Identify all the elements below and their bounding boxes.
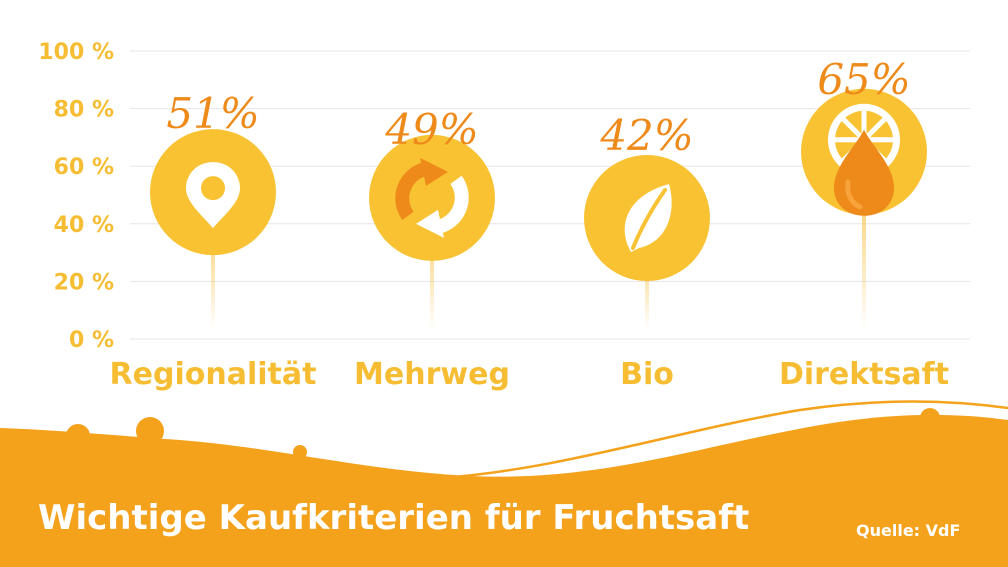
orange-juice-drop-icon <box>828 103 900 216</box>
bar-stem <box>862 151 866 329</box>
leaf-icon <box>624 184 672 253</box>
y-tick-label: 100 % <box>38 40 114 65</box>
y-axis: 0 % 20 % 40 % 60 % 80 % 100 % <box>38 40 114 353</box>
data-label: 65% <box>817 55 910 104</box>
category-label: Bio <box>620 357 674 392</box>
category-label: Regionalität <box>110 357 317 392</box>
source-label: Quelle: VdF <box>856 521 961 540</box>
recycle-arrows-icon <box>395 157 469 238</box>
y-tick-label: 20 % <box>54 270 114 295</box>
y-tick-label: 40 % <box>54 213 114 238</box>
y-tick-label: 60 % <box>54 155 114 180</box>
juice-wave-decoration <box>0 400 1008 567</box>
bar-stem <box>430 197 434 329</box>
bar-stems <box>211 151 866 329</box>
y-tick-label: 80 % <box>54 98 114 123</box>
x-axis: Regionalität Mehrweg Bio Direktsaft <box>110 357 950 392</box>
bar-stem <box>211 192 215 329</box>
bar-marker <box>369 134 495 261</box>
bar-markers <box>150 88 927 282</box>
category-label: Direktsaft <box>779 357 949 392</box>
category-label: Mehrweg <box>354 357 510 392</box>
data-label: 49% <box>384 105 478 154</box>
location-pin-icon <box>186 162 240 229</box>
y-tick-label: 0 % <box>69 328 114 353</box>
data-label: 51% <box>166 89 259 138</box>
data-label: 42% <box>599 111 693 160</box>
chart-title: Wichtige Kaufkriterien für Fruchtsaft <box>38 498 750 538</box>
data-labels: 51% 49% 42% 65% <box>166 55 910 160</box>
